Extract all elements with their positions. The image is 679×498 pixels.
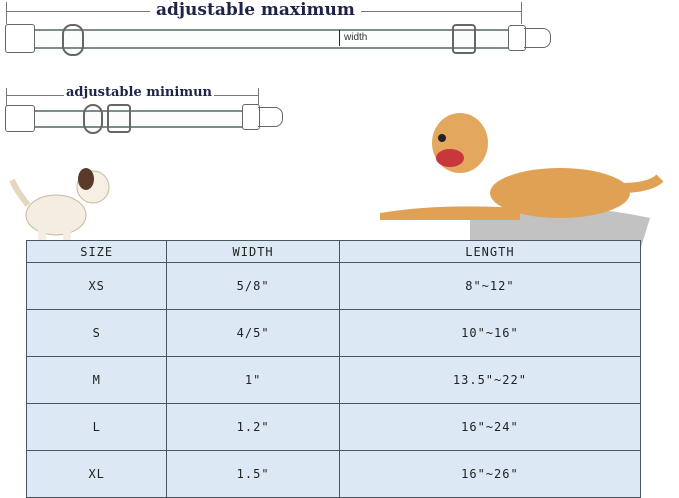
dimension-tick: [6, 2, 7, 24]
header-length: LENGTH: [338, 240, 642, 263]
width-cell: 1.5": [166, 450, 340, 498]
header-width: WIDTH: [166, 240, 340, 263]
length-cell: 10"~16": [338, 309, 642, 357]
puppy-illustration: [9, 168, 110, 241]
buckle-female: [5, 105, 35, 132]
width-cell: 4/5": [166, 309, 340, 357]
slider-loop: [452, 24, 476, 54]
buckle-prongs: [258, 107, 283, 127]
width-arrow-icon: [339, 30, 340, 46]
size-cell: M: [25, 356, 168, 404]
max-label: adjustable maximum: [150, 0, 361, 20]
size-cell: XS: [25, 262, 168, 310]
width-cell: 1.2": [166, 403, 340, 451]
length-cell: 8"~12": [338, 262, 642, 310]
width-label: width: [344, 32, 368, 43]
header-size: SIZE: [25, 240, 168, 263]
size-chart-table: SIZE WIDTH LENGTH XS 5/8" 8"~12" S 4/5" 10"~…: [25, 240, 642, 498]
dimension-tick: [258, 88, 259, 106]
length-cell: 13.5"~22": [338, 356, 642, 404]
buckle-prongs: [524, 28, 551, 48]
table-row: XL 1.5" 16"~26": [25, 450, 642, 498]
d-ring: [62, 24, 84, 56]
table-row: M 1" 13.5"~22": [25, 356, 642, 404]
min-label: adjustable minimun: [64, 85, 214, 100]
buckle-female: [5, 24, 35, 53]
table-header-row: SIZE WIDTH LENGTH: [25, 240, 642, 263]
size-cell: S: [25, 309, 168, 357]
buckle-male: [508, 25, 526, 51]
width-cell: 5/8": [166, 262, 340, 310]
collar-min-strap: [30, 110, 249, 128]
buckle-male: [242, 104, 260, 130]
table-row: XS 5/8" 8"~12": [25, 262, 642, 310]
table-row: L 1.2" 16"~24": [25, 403, 642, 451]
length-cell: 16"~26": [338, 450, 642, 498]
dimension-tick: [521, 2, 522, 24]
slider-loop: [107, 104, 131, 133]
collar-max-strap: [27, 29, 511, 49]
size-cell: XL: [25, 450, 168, 498]
table-row: S 4/5" 10"~16": [25, 309, 642, 357]
length-cell: 16"~24": [338, 403, 642, 451]
dimension-tick: [6, 88, 7, 106]
size-cell: L: [25, 403, 168, 451]
d-ring: [83, 104, 103, 134]
width-cell: 1": [166, 356, 340, 404]
